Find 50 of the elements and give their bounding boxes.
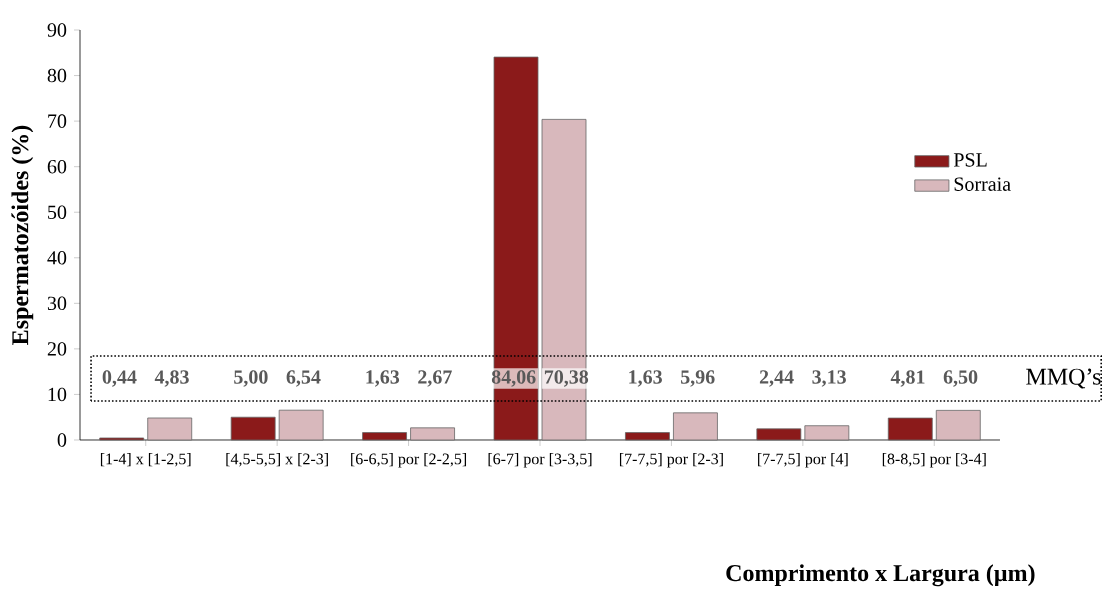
x-tick-label: [8-8,5] por [3-4] <box>882 453 986 468</box>
data-label: 4,81 <box>890 370 925 387</box>
x-axis-title: Comprimento x Largura (µm) <box>726 564 1035 587</box>
data-label: 4,83 <box>154 370 189 387</box>
bar <box>625 432 670 441</box>
x-tick-label: [6-7] por [3-3,5] <box>488 453 592 468</box>
data-label: 5,00 <box>234 370 268 387</box>
data-label: 1,63 <box>366 370 400 387</box>
y-tick-label: 40 <box>47 251 67 265</box>
bar <box>673 412 718 441</box>
data-label: 84,06 <box>491 370 536 387</box>
x-tick-label: [4,5-5,5] x [2-3] <box>226 453 328 467</box>
bar <box>99 437 145 441</box>
y-tick-label: 20 <box>47 342 67 356</box>
x-tick-label: [6-6,5] por [2-2,5] <box>351 453 467 468</box>
y-axis-title: Espermatozóides (%) <box>11 125 34 345</box>
bar <box>887 417 933 441</box>
bar <box>230 416 276 441</box>
y-tick-label: 60 <box>47 159 67 174</box>
legend-label: Sorraia <box>954 177 1011 191</box>
bar <box>410 427 455 441</box>
y-tick-label: 80 <box>47 68 67 83</box>
y-tick-label: 0 <box>57 433 67 447</box>
y-tick-label: 30 <box>47 296 67 311</box>
x-tick-label: [7-7,5] por [4] <box>758 453 848 468</box>
bar <box>278 409 324 441</box>
y-tick-label: 90 <box>47 23 67 37</box>
annotation: MMQ’s <box>1026 368 1101 389</box>
x-tick-label: [7-7,5] por [2-3] <box>619 453 723 468</box>
data-label: 2,44 <box>759 370 794 387</box>
y-tick-label: 70 <box>48 114 67 128</box>
y-tick-label: 50 <box>48 205 67 219</box>
bar <box>935 410 981 441</box>
data-label: 1,63 <box>629 370 662 387</box>
x-tick-label: [1-4] x [1-2,5] <box>100 453 191 467</box>
data-label: 0,44 <box>102 370 137 387</box>
bar <box>756 428 802 441</box>
bar <box>493 56 539 441</box>
data-label: 70,38 <box>544 370 589 387</box>
legend-label: PSL <box>953 153 987 167</box>
bar <box>147 417 193 441</box>
data-label: 6,50 <box>943 370 978 387</box>
y-tick-label: 10 <box>48 387 67 402</box>
bar <box>362 432 407 441</box>
data-label: 6,54 <box>286 370 321 387</box>
data-label: 2,67 <box>418 370 452 387</box>
bar <box>541 119 587 441</box>
data-label: 5,96 <box>681 370 715 387</box>
data-label: 3,13 <box>812 370 846 387</box>
bar <box>804 425 850 441</box>
